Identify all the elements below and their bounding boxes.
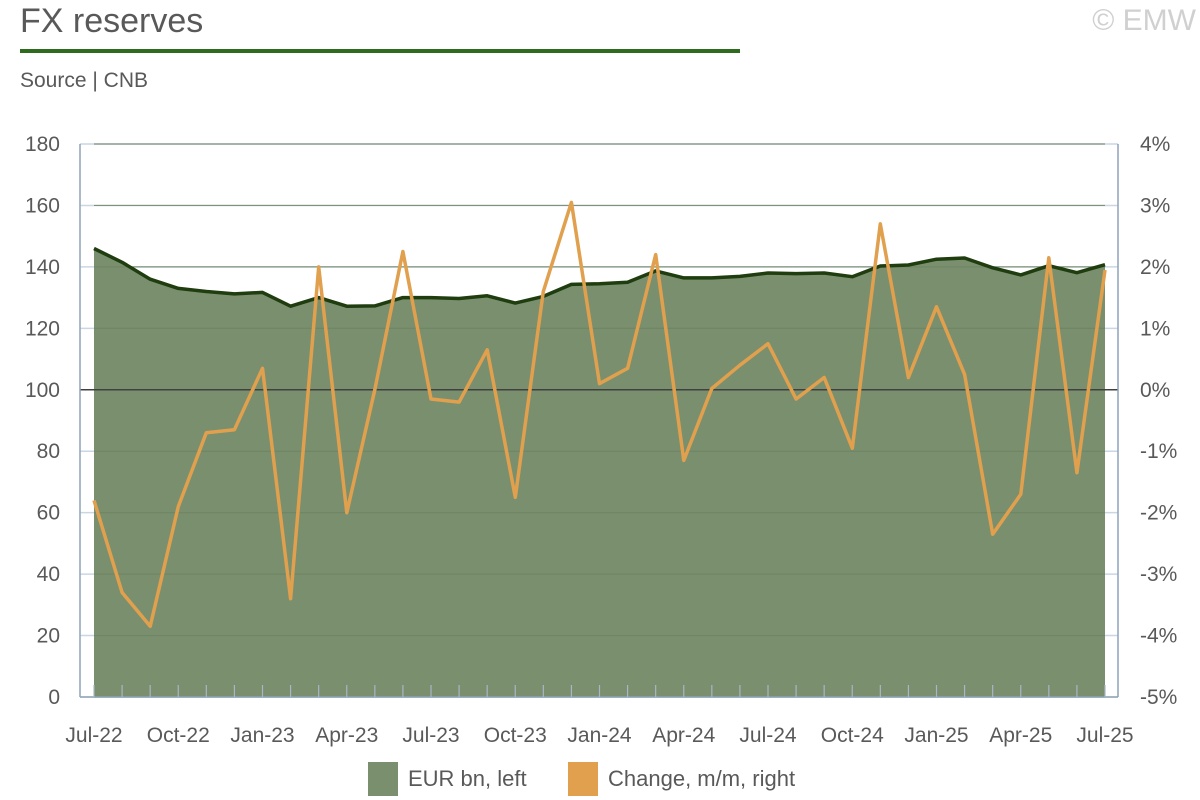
y-left-tick-label: 60 <box>37 502 60 525</box>
y-right-tick-label: 4% <box>1140 133 1170 156</box>
y-left-tick-label: 20 <box>37 625 60 648</box>
source-label: Source | CNB <box>20 69 148 92</box>
y-right-tick-label: -1% <box>1140 440 1177 463</box>
x-tick-label: Oct-22 <box>147 724 210 747</box>
x-tick-label: Jul-23 <box>402 724 459 747</box>
y-left-tick-label: 120 <box>25 317 60 340</box>
x-tick-label: Jul-24 <box>739 724 797 747</box>
y-right-tick-label: 0% <box>1140 379 1170 402</box>
y-left-tick-label: 100 <box>25 379 60 402</box>
legend-label-reserves: EUR bn, left <box>408 766 527 791</box>
y-right-tick-label: 3% <box>1140 194 1170 217</box>
y-right-tick-label: 2% <box>1140 256 1170 279</box>
y-left-tick-label: 160 <box>25 194 60 217</box>
x-tick-label: Oct-24 <box>821 724 884 747</box>
x-tick-label: Jan-23 <box>230 724 294 747</box>
fx-reserves-chart: 0 20 40 60 80 100 120 140 160 180 -5% -4% -3% -2% -1% 0… <box>25 133 1177 747</box>
x-tick-label: Jul-25 <box>1076 724 1133 747</box>
y-right-tick-label: -5% <box>1140 686 1177 709</box>
x-tick-label: Apr-25 <box>989 724 1052 747</box>
legend-swatch-change <box>568 762 598 796</box>
x-tick-label: Jul-22 <box>65 724 122 747</box>
x-tick-label: Oct-23 <box>484 724 547 747</box>
x-tick-label: Apr-23 <box>315 724 378 747</box>
legend-item-reserves: EUR bn, left <box>368 762 527 796</box>
chart-title: FX reserves <box>20 2 204 40</box>
y-left-tick-label: 180 <box>25 133 60 156</box>
y-right-tick-label: -3% <box>1140 563 1177 586</box>
x-tick-label: Jan-25 <box>904 724 968 747</box>
change-line <box>92 200 1107 629</box>
y-right-tick-label: -2% <box>1140 502 1177 525</box>
reserves-line <box>93 246 1106 308</box>
title-underline <box>20 49 740 53</box>
legend-label-change: Change, m/m, right <box>608 766 796 791</box>
reserves-area <box>94 248 1105 697</box>
copyright-label: © EMW <box>1092 4 1196 37</box>
chart-legend: EUR bn, left Change, m/m, right <box>0 762 1200 800</box>
x-tick-label: Jan-24 <box>567 724 632 747</box>
y-right-tick-label: 1% <box>1140 317 1170 340</box>
y-left-tick-label: 40 <box>37 563 60 586</box>
y-left-tick-label: 140 <box>25 256 60 279</box>
legend-item-change: Change, m/m, right <box>568 762 795 796</box>
x-tick-label: Apr-24 <box>652 724 715 747</box>
y-left-tick-label: 80 <box>37 440 60 463</box>
y-left-tick-label: 0 <box>48 686 60 709</box>
y-right-tick-label: -4% <box>1140 625 1177 648</box>
legend-swatch-reserves <box>368 762 398 796</box>
